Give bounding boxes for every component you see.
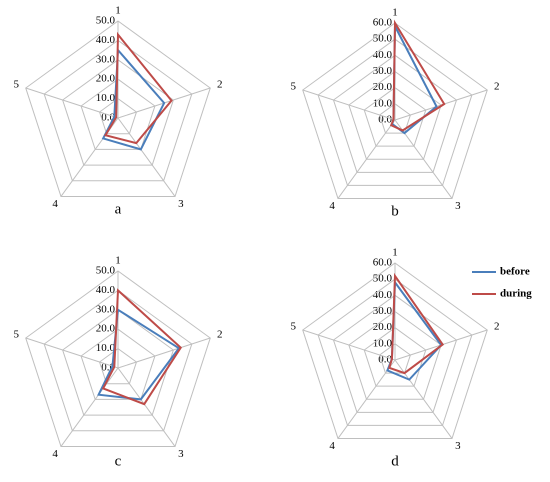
grid-ring [363, 327, 427, 387]
series-line [97, 308, 181, 401]
category-label: 3 [178, 198, 184, 210]
r-tick-label: 30.0 [96, 303, 116, 315]
category-label: 4 [52, 448, 58, 460]
grid-ring [317, 278, 473, 426]
category-label: 4 [52, 198, 58, 210]
category-label: 5 [13, 78, 19, 90]
grid-ring [98, 347, 138, 385]
grid-ring [332, 54, 458, 173]
r-tick-label: 10.0 [96, 342, 116, 354]
grid-ring [98, 97, 138, 135]
category-label: 1 [392, 247, 398, 259]
series-line [389, 19, 446, 132]
legend-label: during [500, 288, 532, 300]
r-tick-label: 40.0 [96, 34, 116, 46]
series-line [101, 47, 166, 151]
series-line [103, 31, 173, 145]
r-tick-label: 40.0 [373, 289, 393, 301]
spoke [25, 87, 119, 119]
category-label: 5 [13, 328, 19, 340]
grid-ring [43, 289, 193, 432]
r-tick-label: 60.0 [373, 17, 393, 29]
grid-ring [317, 38, 473, 186]
grid-ring [332, 294, 458, 413]
chart-caption: b [391, 203, 399, 219]
r-tick-label: 20.0 [96, 323, 116, 335]
r-tick-label: 50.0 [96, 265, 116, 277]
grid-ring [80, 78, 156, 150]
r-tick-label: 50.0 [373, 33, 393, 45]
spoke [117, 117, 176, 197]
r-tick-label: 50.0 [373, 273, 393, 285]
series-line [101, 288, 183, 406]
r-tick-label: 40.0 [96, 284, 116, 296]
grid-ring [302, 262, 488, 439]
grid-ring [302, 22, 488, 199]
category-label: 3 [178, 448, 184, 460]
series-line [388, 272, 445, 375]
spoke [25, 337, 119, 369]
grid-ring [363, 87, 427, 147]
r-tick-label: 30.0 [373, 65, 393, 77]
r-tick-label: 20.0 [373, 321, 393, 333]
category-label: 3 [455, 200, 461, 212]
category-label: 5 [290, 320, 296, 332]
category-label: 1 [115, 5, 121, 17]
category-label: 1 [392, 7, 398, 19]
r-tick-label: 20.0 [96, 73, 116, 85]
r-tick-label: 30.0 [96, 53, 116, 65]
r-tick-label: 10.0 [373, 97, 393, 109]
r-tick-label: 30.0 [373, 305, 393, 317]
spoke [117, 337, 211, 369]
chart-caption: c [115, 453, 122, 469]
category-label: 2 [217, 78, 223, 90]
spoke [60, 367, 119, 447]
category-label: 4 [329, 200, 335, 212]
category-label: 1 [115, 255, 121, 267]
grid-ring [348, 310, 442, 400]
chart-caption: a [115, 201, 122, 217]
r-tick-label: 50.0 [96, 15, 116, 27]
category-label: 2 [494, 320, 500, 332]
category-label: 5 [290, 80, 296, 92]
grid-ring [62, 59, 174, 166]
r-tick-label: 20.0 [373, 81, 393, 93]
grid-ring [25, 270, 211, 447]
category-label: 3 [455, 440, 461, 452]
grid-ring [379, 103, 411, 134]
spoke [337, 359, 396, 439]
chart-caption: d [391, 453, 399, 469]
r-tick-label: 10.0 [373, 337, 393, 349]
spoke [302, 329, 396, 361]
grid-ring [43, 39, 193, 182]
r-tick-label: 60.0 [373, 257, 393, 269]
grid-ring [25, 20, 211, 197]
grid-ring [80, 328, 156, 400]
category-label: 2 [494, 80, 500, 92]
r-tick-label: 10.0 [96, 92, 116, 104]
grid-ring [62, 309, 174, 416]
spoke [117, 367, 176, 447]
legend-label: before [500, 266, 530, 278]
spoke [302, 89, 396, 121]
category-label: 4 [329, 440, 335, 452]
spoke [337, 119, 396, 199]
r-tick-label: 40.0 [373, 49, 393, 61]
category-label: 2 [217, 328, 223, 340]
